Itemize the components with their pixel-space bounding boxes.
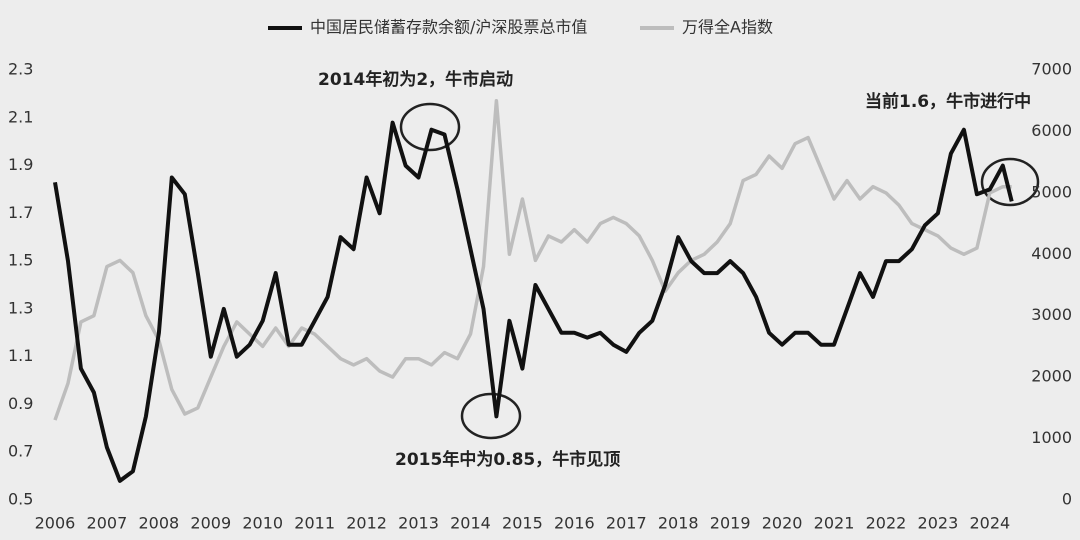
legend-label: 中国居民储蓄存款余额/沪深股票总市值 [310, 18, 587, 37]
x-tick-label: 2019 [710, 514, 751, 533]
series-line [53, 120, 1014, 483]
x-tick-label: 2010 [242, 514, 283, 533]
x-tick-label: 2012 [346, 514, 387, 533]
x-tick-label: 2016 [554, 514, 595, 533]
y2-tick-label: 3000 [1031, 305, 1072, 324]
y-tick-label: 1.5 [8, 251, 33, 270]
x-tick-label: 2011 [294, 514, 335, 533]
x-tick-label: 2017 [606, 514, 647, 533]
annotation: 2014年初为2，牛市启动 [318, 69, 513, 90]
y2-tick-label: 6000 [1031, 121, 1072, 140]
y-tick-label: 0.9 [8, 394, 33, 413]
x-tick-label: 2013 [398, 514, 439, 533]
legend-label: 万得全A指数 [682, 18, 773, 37]
x-tick-label: 2015 [502, 514, 543, 533]
annotation: 当前1.6，牛市进行中 [865, 91, 1031, 112]
highlight-circle [980, 157, 1040, 207]
x-tick-label: 2024 [969, 514, 1010, 533]
y-tick-label: 0.5 [8, 490, 33, 509]
y2-tick-label: 4000 [1031, 244, 1072, 263]
y2-tick-label: 7000 [1031, 60, 1072, 79]
x-tick-label: 2018 [658, 514, 699, 533]
x-tick-label: 2021 [814, 514, 855, 533]
x-tick-label: 2009 [190, 514, 231, 533]
y-tick-label: 1.1 [8, 346, 33, 365]
y-tick-label: 2.1 [8, 107, 33, 126]
x-tick-label: 2020 [762, 514, 803, 533]
annotation: 2015年中为0.85，牛市见顶 [395, 449, 620, 470]
y2-tick-label: 1000 [1031, 428, 1072, 447]
y2-tick-label: 5000 [1031, 182, 1072, 201]
y-tick-label: 1.9 [8, 155, 33, 174]
highlight-circle [399, 102, 461, 152]
y-tick-label: 1.3 [8, 298, 33, 317]
x-tick-label: 2022 [866, 514, 907, 533]
y2-tick-label: 0 [1062, 490, 1072, 509]
y-tick-label: 0.7 [8, 442, 33, 461]
x-tick-label: 2007 [87, 514, 128, 533]
y2-tick-label: 2000 [1031, 367, 1072, 386]
y-tick-label: 1.7 [8, 203, 33, 222]
highlight-circle [460, 392, 522, 440]
x-tick-label: 2006 [35, 514, 76, 533]
series-line [53, 98, 1012, 421]
x-tick-label: 2008 [138, 514, 179, 533]
x-tick-label: 2023 [918, 514, 959, 533]
y-tick-label: 2.3 [8, 60, 33, 79]
x-tick-label: 2014 [450, 514, 491, 533]
